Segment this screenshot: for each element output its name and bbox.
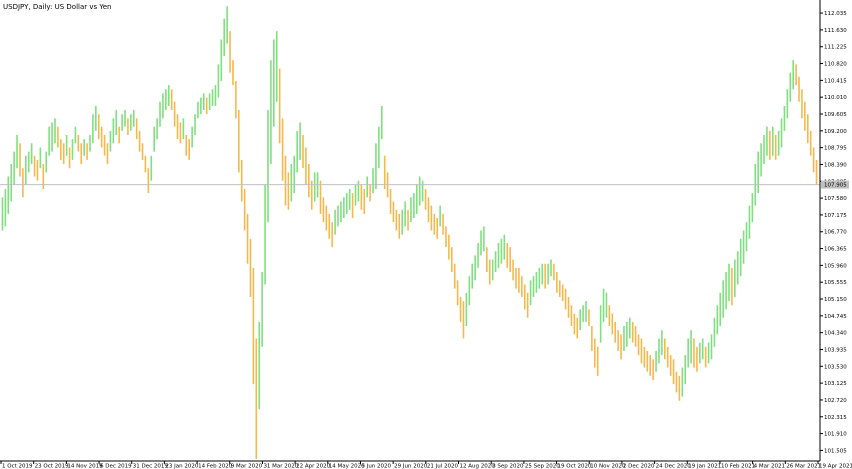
date-label: 23 Jan 2020 [165, 464, 198, 469]
date-label: 19 Jan 2021 [688, 464, 721, 469]
price-label: 106.770 [824, 230, 847, 236]
date-label: 19 Oct 2020 [558, 464, 593, 469]
price-bars [1, 6, 818, 459]
price-label: 109.200 [824, 129, 847, 135]
date-label: 23 Oct 2019 [35, 464, 70, 469]
date-label: 5 Jun 2020 [361, 464, 391, 469]
price-label: 107.175 [824, 213, 847, 219]
date-label: 2 Dec 2020 [623, 464, 655, 469]
price-label: 111.225 [824, 45, 847, 51]
price-label: 101.910 [824, 432, 847, 438]
date-label: 26 Mar 2021 [786, 464, 821, 469]
date-label: 14 Nov 2019 [67, 464, 103, 469]
price-label: 101.505 [824, 448, 847, 454]
date-label: 14 May 2020 [329, 464, 365, 469]
price-label: 105.960 [824, 263, 847, 269]
price-label: 110.415 [824, 78, 847, 84]
date-label: 24 Dec 2020 [656, 464, 692, 469]
price-axis: 112.035 111.630 111.225 110.820 110.415 110.0… [819, 0, 849, 461]
date-label: 4 Mar 2021 [754, 464, 785, 469]
price-label: 104.340 [824, 331, 847, 337]
price-label: 103.125 [824, 381, 847, 387]
price-label: 112.035 [824, 11, 847, 17]
date-label: 10 Feb 2021 [721, 464, 755, 469]
price-label: 110.010 [824, 95, 847, 101]
date-label: 6 Dec 2019 [100, 464, 132, 469]
price-label: 105.555 [824, 280, 847, 286]
date-label: 25 Sep 2020 [525, 464, 560, 469]
date-label: 14 Feb 2020 [198, 464, 233, 469]
price-label: 102.720 [824, 398, 847, 404]
date-label: 1 Oct 2019 [2, 464, 33, 469]
price-label: 107.580 [824, 196, 847, 202]
current-price-label: 107.905 [824, 183, 847, 189]
price-label: 102.315 [824, 415, 847, 421]
date-label: 21 Jul 2020 [427, 464, 459, 469]
date-label: 12 Aug 2020 [460, 464, 496, 469]
price-label: 105.150 [824, 297, 847, 303]
date-label: 31 Dec 2019 [133, 464, 169, 469]
price-label: 109.605 [824, 112, 847, 118]
date-label: 3 Sep 2020 [492, 464, 524, 469]
current-price-tag [821, 180, 849, 189]
price-label: 103.530 [824, 364, 847, 370]
price-label: 110.820 [824, 62, 847, 68]
price-label: 108.795 [824, 146, 847, 152]
price-label: 104.745 [824, 314, 847, 320]
date-label: 31 Mar 2020 [263, 464, 298, 469]
date-label: 19 Apr 2021 [819, 464, 852, 469]
date-label: 10 Nov 2020 [590, 464, 626, 469]
date-label: 29 Jun 2020 [394, 464, 428, 469]
date-label: 9 Mar 2020 [231, 464, 263, 469]
price-label: 108.390 [824, 162, 847, 168]
price-label: 106.365 [824, 247, 847, 253]
date-label: 22 Apr 2020 [296, 464, 331, 469]
price-label: 103.935 [824, 347, 847, 353]
price-label: 111.630 [824, 28, 847, 34]
price-axis-labels: 112.035 111.630 111.225 110.820 110.415 110.0… [820, 11, 847, 454]
symbol-title: USDJPY, Daily: US Dollar vs Yen [3, 3, 111, 11]
